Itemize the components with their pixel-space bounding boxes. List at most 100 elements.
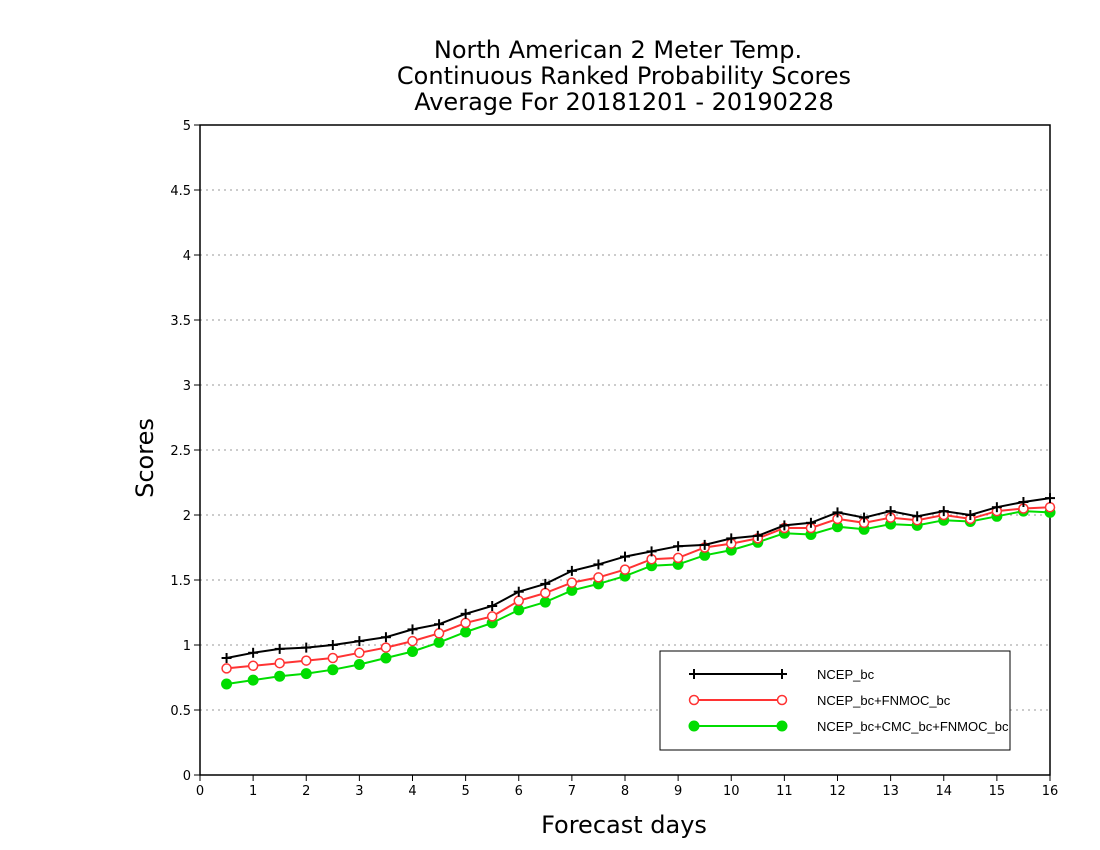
y-tick-label: 5 <box>183 119 191 134</box>
y-tick-label: 3.5 <box>170 314 191 329</box>
open-circle-marker <box>513 595 524 607</box>
y-tick-label: 2 <box>183 509 191 524</box>
open-circle-marker <box>460 617 471 629</box>
open-circle-marker <box>407 635 418 647</box>
open-circle-marker <box>247 660 259 672</box>
filled-circle-marker <box>353 659 365 670</box>
open-circle-marker <box>221 663 232 674</box>
plus-marker <box>540 578 551 589</box>
x-tick-label: 9 <box>674 784 682 799</box>
plus-marker <box>460 608 471 619</box>
x-axis-ticks: 0 1 2 3 4 5 6 7 8 9 10 11 12 13 14 15 16 <box>196 775 1058 799</box>
plus-marker <box>1045 493 1055 504</box>
x-tick-label: 7 <box>568 784 576 799</box>
series-line <box>226 497 1051 659</box>
title-line-3: Average For 20181201 - 20190228 <box>414 88 834 116</box>
x-tick-label: 10 <box>723 784 740 799</box>
y-tick-label: 0 <box>183 769 191 784</box>
legend-label: NCEP_bc+CMC_bc+FNMOC_bc <box>817 719 1009 734</box>
open-circle-marker <box>301 655 312 666</box>
plus-marker <box>487 601 498 611</box>
plus-marker <box>566 565 577 576</box>
plus-marker <box>699 539 710 550</box>
series-3 <box>221 505 1056 690</box>
plus-marker <box>513 586 524 597</box>
open-circle-marker <box>593 572 604 583</box>
legend-entry: NCEP_bc <box>689 667 875 682</box>
filled-circle-marker <box>300 668 312 680</box>
open-circle-marker <box>1044 501 1056 513</box>
plus-marker <box>620 551 630 562</box>
filled-circle-marker <box>407 646 418 657</box>
plus-marker <box>327 640 338 650</box>
filled-circle-marker <box>688 720 700 732</box>
plus-marker <box>752 530 763 541</box>
y-tick-label: 4.5 <box>170 184 191 199</box>
filled-circle-marker <box>776 720 788 732</box>
plus-marker <box>593 559 604 570</box>
open-circle-marker <box>540 587 551 599</box>
plus-marker <box>673 541 684 552</box>
y-tick-label: 3 <box>183 379 191 394</box>
plus-marker <box>434 619 445 630</box>
filled-circle-marker <box>513 604 525 616</box>
x-tick-label: 8 <box>621 784 629 799</box>
y-tick-label: 0.5 <box>170 704 191 719</box>
open-circle-marker <box>354 647 365 659</box>
filled-circle-marker <box>274 670 286 682</box>
legend-items: NCEP_bc NCEP_bc+FNMOC_bc NCEP_bc+CMC_bc+FN… <box>688 667 1009 734</box>
open-circle-marker <box>776 694 788 706</box>
legend-label: NCEP_bc <box>817 667 875 682</box>
filled-circle-marker <box>539 596 551 608</box>
legend-label: NCEP_bc+FNMOC_bc <box>817 693 951 708</box>
x-tick-label: 2 <box>302 784 310 799</box>
x-tick-label: 5 <box>461 784 469 799</box>
x-axis-label: Forecast days <box>541 811 707 839</box>
grid-lines <box>200 189 1050 711</box>
plus-marker <box>965 510 976 520</box>
x-tick-label: 4 <box>408 784 416 799</box>
x-tick-label: 11 <box>776 784 793 799</box>
open-circle-marker <box>619 564 631 575</box>
legend-entry: NCEP_bc+FNMOC_bc <box>688 693 951 708</box>
legend-entry: NCEP_bc+CMC_bc+FNMOC_bc <box>688 719 1009 734</box>
series-lines <box>221 493 1056 690</box>
plus-marker <box>221 653 232 663</box>
plus-marker <box>726 533 737 544</box>
plus-marker <box>912 511 923 522</box>
title-line-2: Continuous Ranked Probability Scores <box>397 62 851 90</box>
plus-marker <box>301 642 312 653</box>
series-2 <box>221 501 1056 674</box>
x-tick-label: 14 <box>935 784 952 799</box>
y-axis-label: Scores <box>131 418 159 498</box>
plus-marker <box>832 507 843 518</box>
open-circle-marker <box>380 642 392 653</box>
y-tick-label: 4 <box>183 249 191 264</box>
plus-marker <box>938 506 949 517</box>
plus-marker <box>646 546 657 557</box>
plus-marker <box>1018 497 1029 507</box>
y-axis-ticks: 0 0.5 1 1.5 2 2.5 3 3.5 4 4.5 5 <box>170 119 200 784</box>
filled-circle-marker <box>433 636 445 648</box>
filled-circle-marker <box>247 674 259 686</box>
title-line-1: North American 2 Meter Temp. <box>434 36 802 64</box>
x-tick-label: 15 <box>989 784 1006 799</box>
plus-marker <box>274 643 285 654</box>
plus-marker <box>859 512 870 523</box>
x-tick-label: 13 <box>882 784 899 799</box>
series-1 <box>221 493 1055 663</box>
series-line <box>226 506 1051 670</box>
plus-marker <box>885 506 896 517</box>
plus-marker <box>779 520 790 531</box>
legend: NCEP_bc NCEP_bc+FNMOC_bc NCEP_bc+CMC_bc+FN… <box>659 650 1011 751</box>
plus-marker <box>380 632 391 643</box>
open-circle-marker <box>486 611 498 622</box>
filled-circle-marker <box>380 652 392 664</box>
plus-marker <box>354 636 365 647</box>
x-tick-label: 3 <box>355 784 363 799</box>
filled-circle-marker <box>460 626 472 638</box>
plus-marker <box>689 669 699 679</box>
y-tick-label: 2.5 <box>170 444 191 459</box>
filled-circle-marker <box>221 678 233 690</box>
